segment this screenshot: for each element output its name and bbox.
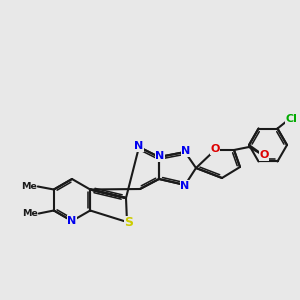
Text: S: S: [124, 217, 134, 230]
Text: N: N: [155, 151, 165, 161]
Text: Me: Me: [22, 209, 38, 218]
Text: O: O: [259, 150, 269, 160]
Text: N: N: [180, 181, 190, 191]
Text: N: N: [134, 141, 144, 151]
Text: Cl: Cl: [286, 113, 297, 124]
Text: Me: Me: [21, 182, 37, 191]
Text: N: N: [155, 151, 165, 161]
Text: O: O: [210, 144, 220, 154]
Text: N: N: [182, 146, 190, 156]
Text: N: N: [68, 216, 76, 226]
